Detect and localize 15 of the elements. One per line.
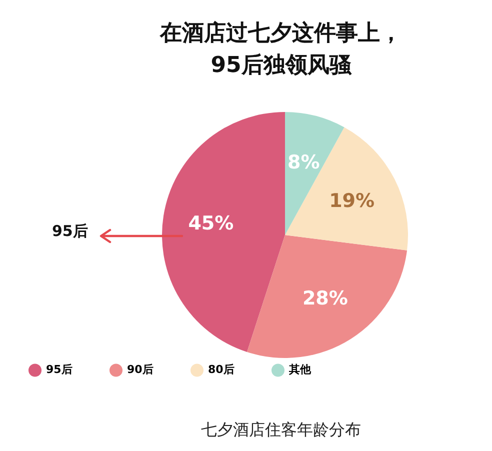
text: 95后	[52, 222, 88, 241]
chart-title: 在酒店过七夕这件事上，	[158, 20, 403, 48]
legend-label: 95后	[46, 363, 72, 376]
chart-subtitle: 95后独领风骚	[210, 52, 353, 80]
data-label: 28%	[302, 287, 348, 310]
legend-label: 90后	[127, 363, 154, 376]
pie-slice	[246, 235, 408, 358]
data-label: 8%	[288, 151, 320, 174]
data-label: 45%	[188, 212, 234, 234]
pie-slice	[162, 112, 285, 352]
text: 七夕酒店住客年龄分布	[200, 420, 362, 441]
pie-slice	[285, 127, 408, 250]
legend-label: 其他	[288, 363, 312, 376]
legend-label: 80后	[208, 363, 234, 376]
data-label: 19%	[329, 190, 375, 212]
